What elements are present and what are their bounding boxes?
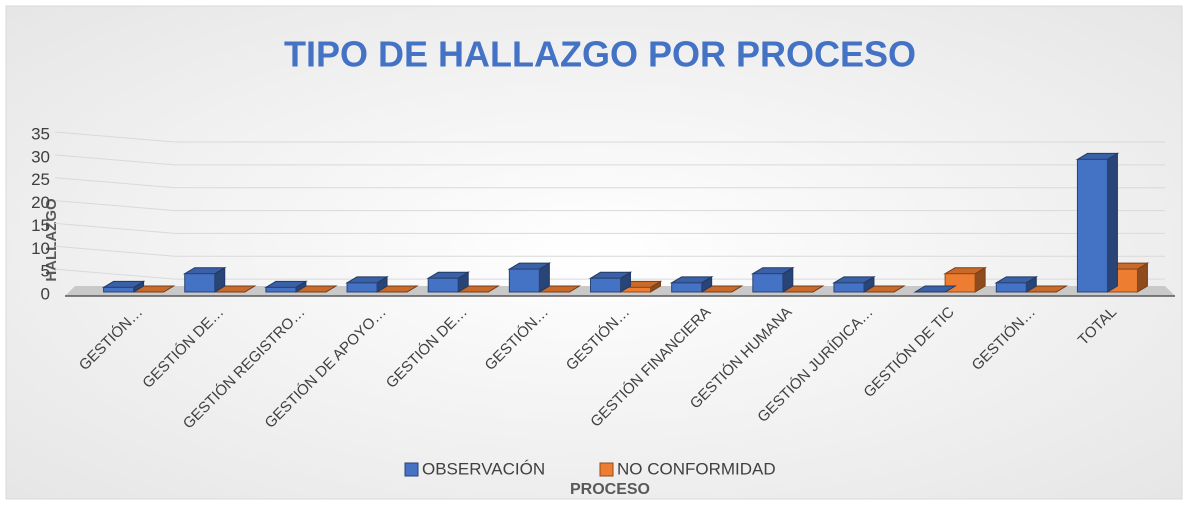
legend-label: NO CONFORMIDAD <box>617 459 776 478</box>
bar <box>103 286 135 293</box>
bar-group <box>832 275 876 293</box>
bar <box>508 268 540 293</box>
bar <box>1076 158 1108 293</box>
bar <box>995 282 1027 293</box>
bar <box>265 286 297 293</box>
legend-label: OBSERVACIÓN <box>422 459 545 478</box>
legend-swatch <box>599 462 614 477</box>
bar-group <box>345 275 389 293</box>
bar-group <box>669 275 714 293</box>
y-tick-label: 35 <box>31 124 50 143</box>
bar-group <box>781 285 825 293</box>
y-tick-label: 30 <box>31 147 50 166</box>
bar <box>346 282 378 293</box>
bar-group <box>507 262 552 293</box>
bar-group <box>751 266 795 293</box>
bar-group <box>426 271 470 293</box>
grid-line <box>54 222 1165 234</box>
y-tick-label: 0 <box>41 284 50 303</box>
bar-top <box>913 285 957 293</box>
bar <box>427 277 459 293</box>
bar-side <box>1106 152 1118 293</box>
grid-line <box>54 200 1165 212</box>
bar-group <box>1075 152 1120 293</box>
bar-group <box>913 285 957 293</box>
bar <box>833 282 865 293</box>
y-axis-title: HALLAZGO <box>43 198 60 282</box>
bar <box>671 282 703 293</box>
bar <box>590 277 621 293</box>
bar-group <box>131 285 176 293</box>
bar-group <box>588 271 633 293</box>
chart-title: TIPO DE HALLAZGO POR PROCESO <box>284 34 916 75</box>
x-axis-title: PROCESO <box>570 481 650 498</box>
y-tick-label: 25 <box>31 170 50 189</box>
bar-group <box>994 275 1039 293</box>
grid-line <box>54 154 1165 166</box>
bar-group <box>101 280 146 293</box>
chart-area <box>5 5 1183 500</box>
y-tick-label: 5 <box>41 262 50 281</box>
grid-line <box>54 131 1165 143</box>
bar-group <box>264 280 308 293</box>
bar-group <box>182 266 227 293</box>
y-tick-label: 15 <box>31 216 50 235</box>
bar <box>752 273 784 293</box>
y-tick-label: 10 <box>31 239 50 258</box>
y-tick-label: 20 <box>31 193 50 212</box>
grid-line <box>54 268 1165 280</box>
grid-line <box>54 177 1165 189</box>
bar <box>184 273 216 293</box>
grid-line <box>54 245 1165 257</box>
legend-swatch <box>404 462 419 477</box>
